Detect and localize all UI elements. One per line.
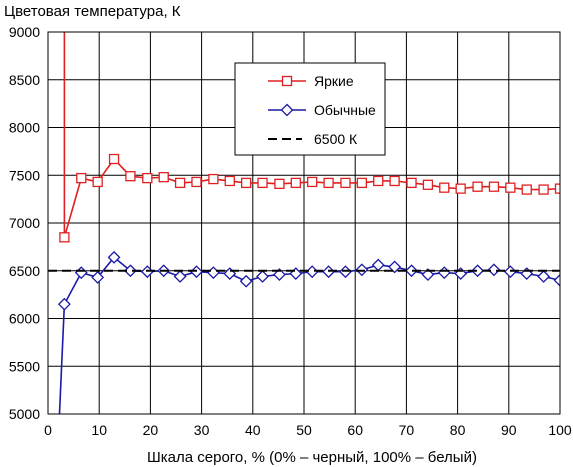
square-marker [125,171,136,182]
diamond-marker [239,274,253,288]
series-line [58,256,560,414]
x-tick-label: 30 [194,422,210,438]
square-marker [257,177,268,189]
series-layer [48,32,560,414]
square-marker [455,183,466,194]
square-marker [488,181,500,192]
diamond-marker [91,271,105,284]
tick-labels: 0 10 20 30 40 50 60 70 80 90 100 5000 5500 6000 6500 70… [9,24,572,438]
y-tick-label: 6000 [9,311,40,327]
square-marker [554,183,560,194]
diamond-marker [388,260,402,274]
square-marker [59,232,70,243]
diamond-marker [487,263,501,277]
x-tick-label: 50 [296,422,312,438]
y-tick-label: 9000 [9,24,40,40]
diamond-marker [273,268,286,281]
square-marker [174,177,186,189]
y-tick-label: 7000 [9,215,40,231]
x-tick-label: 20 [143,422,159,438]
diamond-marker [206,266,220,280]
legend-label: 6500 К [314,131,358,147]
diamond-marker [173,270,187,283]
series-Яркие [59,32,560,243]
square-marker [281,75,293,87]
x-tick-label: 80 [450,422,466,438]
diamond-marker [74,266,88,280]
square-marker [373,175,384,187]
x-tick-label: 40 [245,422,261,438]
y-tick-label: 6500 [9,263,40,279]
diamond-marker [280,103,294,117]
square-marker [224,175,235,187]
diamond-marker [553,273,560,287]
diamond-marker [437,266,451,280]
square-marker [538,184,549,195]
y-tick-label: 8000 [9,120,40,136]
legend-label: Обычные [314,102,376,118]
y-tick-label: 5000 [9,406,40,422]
y-axis-title: Цветовая температура, К [4,3,181,20]
series-Обычные [57,250,560,414]
x-tick-label: 100 [548,422,572,438]
legend-box [234,62,386,156]
square-marker [307,176,318,188]
square-marker [340,177,351,189]
square-marker [521,184,532,195]
diamond-marker [421,268,435,281]
square-marker [158,172,169,183]
square-marker [472,181,483,192]
x-tick-label: 90 [501,422,517,438]
diamond-marker [471,264,484,278]
square-marker [142,172,153,184]
y-tick-label: 8500 [9,72,40,88]
y-tick-label: 5500 [9,358,40,374]
square-marker [92,176,103,188]
square-marker [76,172,87,184]
diamond-marker [371,258,385,272]
legend-label: Яркие [314,73,354,89]
square-marker [439,182,450,193]
square-marker [208,173,219,185]
x-tick-label: 10 [91,422,107,438]
x-axis-title: Шкала серого, % (0% – черный, 100% – бел… [147,449,477,466]
diamond-marker [107,250,121,264]
square-marker [356,177,368,189]
diamond-marker [537,270,551,283]
diamond-marker [256,270,269,283]
square-marker [108,153,120,165]
square-marker [274,178,285,189]
square-marker [406,177,417,189]
square-marker [323,177,334,189]
diamond-marker [57,297,71,311]
diamond-marker [124,264,137,278]
diamond-marker [405,264,418,278]
square-marker [290,177,301,189]
y-tick-label: 7500 [9,167,40,183]
square-marker [240,177,252,189]
legend: Яркие Обычные 6500 К [234,62,386,156]
square-marker [389,175,400,187]
square-marker [422,179,434,190]
square-marker [191,176,202,188]
x-tick-label: 60 [347,422,363,438]
x-tick-label: 0 [44,422,52,438]
x-tick-label: 70 [399,422,415,438]
square-marker [505,182,516,193]
plot-frame [47,31,561,415]
